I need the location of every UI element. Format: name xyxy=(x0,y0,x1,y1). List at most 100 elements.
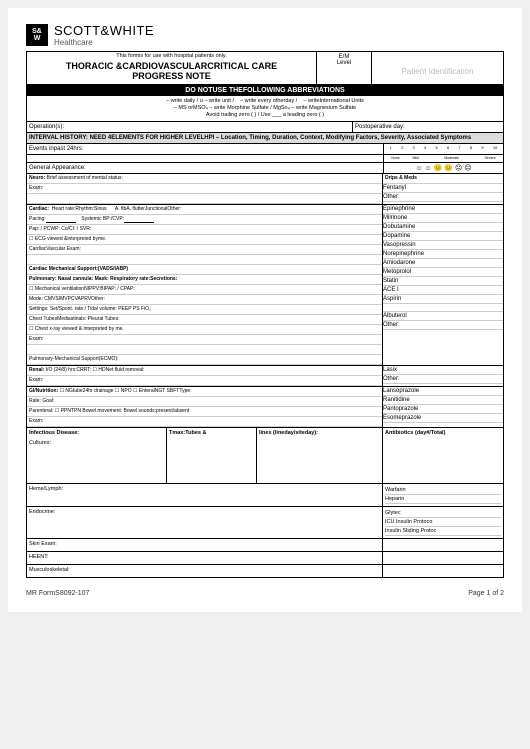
neuro-block: Neuro: Brief assessment of mental status… xyxy=(26,174,504,205)
cardiac-hr: Heart rate:Rhythm:Sinus xyxy=(52,206,107,212)
gi-label: GI/Nutrition: xyxy=(29,388,58,394)
endo-label: Endocrine: xyxy=(27,507,383,538)
heent-row: HEENT: xyxy=(26,552,504,565)
neuro-exam: Exam: xyxy=(27,184,382,194)
msk-label: Musculoskeletal: xyxy=(27,565,383,577)
events-label: Events inpast 24hrs: xyxy=(27,144,85,154)
gi-block: GI/Nutrition: ☐ NGtube24hr drainage ☐ NP… xyxy=(26,387,504,428)
infectious-block: Infectious Disease: Tmax:Tubes & lines (… xyxy=(26,428,504,484)
renal-exam: Exam: xyxy=(27,376,382,386)
ecg-line: ☐ ECG viewed &interpreted byme. xyxy=(27,235,382,245)
drips-header: Drips & Meds xyxy=(383,174,503,184)
skin-row: Skin Exam: xyxy=(26,539,504,552)
systemic: Systemic BP:/CVP: xyxy=(81,216,124,222)
med-amio: Amiodarone xyxy=(383,259,503,268)
xray-line: ☐ Chest x-ray viewed & interpreted by me… xyxy=(27,325,382,335)
med-mil: Milrinone xyxy=(383,214,503,223)
med-epi: Epinephrine xyxy=(383,205,503,214)
med-ace: ACE I xyxy=(383,286,503,295)
operations-label: Operation(s): xyxy=(27,122,353,132)
events-space xyxy=(85,144,383,154)
pap-line: Pap: / PCWP: Co/CI: / SVR: xyxy=(27,225,382,235)
ga-label: General Appearance: xyxy=(27,163,383,173)
title-line2: PROGRESS NOTE xyxy=(132,71,211,81)
ga-row: General Appearance: ☺ ☺ 😐 😐 ☹ ☹ xyxy=(26,163,504,174)
mode-line: Mode: CMVSIMVPCVAPRVOther: xyxy=(27,295,382,305)
postop-label: Postoperative day: xyxy=(353,122,503,132)
cardiac-afib: A. fibA. flutterJunctionalOther: xyxy=(115,206,181,212)
logo-icon: S&W xyxy=(26,24,48,46)
gi-rate: Rate: Goal: xyxy=(27,397,382,407)
page-number: Page 1 of 2 xyxy=(468,590,504,597)
header-grid: This formis for use with hospital patien… xyxy=(26,51,504,85)
neuro-text: Brief assessment of mental status: xyxy=(47,175,123,181)
med-gly: Glytec xyxy=(385,509,501,518)
page: S&W SCOTT&WHITE Healthcare This formis f… xyxy=(8,8,522,612)
med-lasix: Lasix xyxy=(383,366,503,375)
form-use: This formis for use with hospital patien… xyxy=(27,52,316,60)
org-sub: Healthcare xyxy=(54,38,154,47)
med-meto: Metoprolol xyxy=(383,268,503,277)
renal-block: Renal: I/O (24/8) hrs:CRRT: ☐ HDNet flui… xyxy=(26,366,504,387)
form-number: MR FormS8092-107 xyxy=(26,590,89,597)
med-alb: Albuterol xyxy=(383,312,503,321)
med-other3: Other: xyxy=(383,375,503,384)
footer: MR FormS8092-107 Page 1 of 2 xyxy=(26,590,504,597)
med-dop: Dopamine xyxy=(383,232,503,241)
med-pan: Pantoprazole xyxy=(383,405,503,414)
gi-exam: Exam: xyxy=(27,417,382,427)
neuro-label: Neuro: xyxy=(29,175,45,181)
med-dob: Dobutamine xyxy=(383,223,503,232)
cardiac-exam: Exam: xyxy=(27,335,382,345)
logo-text-wrap: SCOTT&WHITE Healthcare xyxy=(54,23,154,47)
patient-id: Patient Identification xyxy=(372,52,503,84)
heent-label: HEENT: xyxy=(27,552,383,564)
med-fentanyl: Fentanyl xyxy=(383,184,503,193)
banner: DO NOTUSE THEFOLLOWING ABBREVIATIONS xyxy=(26,85,504,96)
title-cell: This formis for use with hospital patien… xyxy=(27,52,317,84)
pms-line: Pulmonary-Mechanical Support(ECMO): xyxy=(27,355,382,365)
form-title: THORACIC &CARDIOVASCULARCRITICAL CARE PR… xyxy=(27,60,316,84)
faces-scale: ☺ ☺ 😐 😐 ☹ ☹ xyxy=(383,163,503,173)
events-row: Events inpast 24hrs: 12345678910 xyxy=(26,144,504,155)
med-ran: Ranitidine xyxy=(383,396,503,405)
operation-row: Operation(s): Postoperative day: xyxy=(26,122,504,133)
em-cell: E/M Level xyxy=(317,52,372,84)
pacing: Pacing: xyxy=(29,216,46,222)
heme-label: Heme/Lymph: xyxy=(27,484,383,506)
med-eso: Esomeprazole xyxy=(383,414,503,423)
inf-tmax: Tmax:Tubes & xyxy=(167,428,257,438)
cardiac-block: Cardiac: Heart rate:Rhythm:Sinus A. fibA… xyxy=(26,205,504,366)
heme-row: Heme/Lymph: Warfarin Heparin xyxy=(26,484,504,507)
events-blank: NoneMildModerateSevere xyxy=(26,155,504,163)
cvexam: CardiacVascular Exam: xyxy=(27,245,382,255)
inf-lines: lines (lineday/siteday): xyxy=(257,428,383,438)
renal-label: Renal: xyxy=(29,367,44,373)
org-name: SCOTT&WHITE xyxy=(54,23,154,38)
inf-cultures: Cultures: xyxy=(27,438,167,483)
em-level: Level xyxy=(319,60,369,66)
chest-line: Chest TubesMediastinals: Pleural Tubes: xyxy=(27,315,382,325)
settings-line: Settings: Set/Spont. rate:/ Tidal volume… xyxy=(27,305,382,315)
gi-line1: ☐ NGtube24hr drainage ☐ NPO ☐ EnteralNGT… xyxy=(60,388,192,394)
med-hep: Heparin xyxy=(385,495,501,504)
med-nore: Norepinephrine xyxy=(383,250,503,259)
med-other2: Other: xyxy=(383,321,503,330)
endo-row: Endocrine: Glytec ICU Insulin Protoco In… xyxy=(26,507,504,539)
skin-label: Skin Exam: xyxy=(27,539,383,551)
med-icu: ICU Insulin Protoco xyxy=(385,518,501,527)
pain-scale: 12345678910 xyxy=(383,144,503,154)
interval-head: INTERVAL HISTORY: NEED 4ELEMENTS FOR HIG… xyxy=(26,133,504,144)
msk-row: Musculoskeletal: xyxy=(26,565,504,578)
title-line1: THORACIC &CARDIOVASCULARCRITICAL CARE xyxy=(66,61,277,71)
med-slide: Insulin Sliding Protoc xyxy=(385,527,501,536)
logo-row: S&W SCOTT&WHITE Healthcare xyxy=(26,23,504,47)
renal-io: I/O (24/8) hrs:CRRT: ☐ HDNet fluid remov… xyxy=(46,367,145,373)
med-statin: Statin xyxy=(383,277,503,286)
abbrev-text: – write daily / u – write unit / – write… xyxy=(26,96,504,122)
inf-label: Infectious Disease: xyxy=(27,428,167,438)
med-asp: Aspirin xyxy=(383,295,503,304)
cms-label: Cardiac Mechanical Support:(VADS/IABP) xyxy=(29,266,128,272)
mech-line: ☐ Mechanical ventilationNIPPV:BIPAP: / C… xyxy=(27,285,382,295)
med-blank xyxy=(383,304,503,312)
